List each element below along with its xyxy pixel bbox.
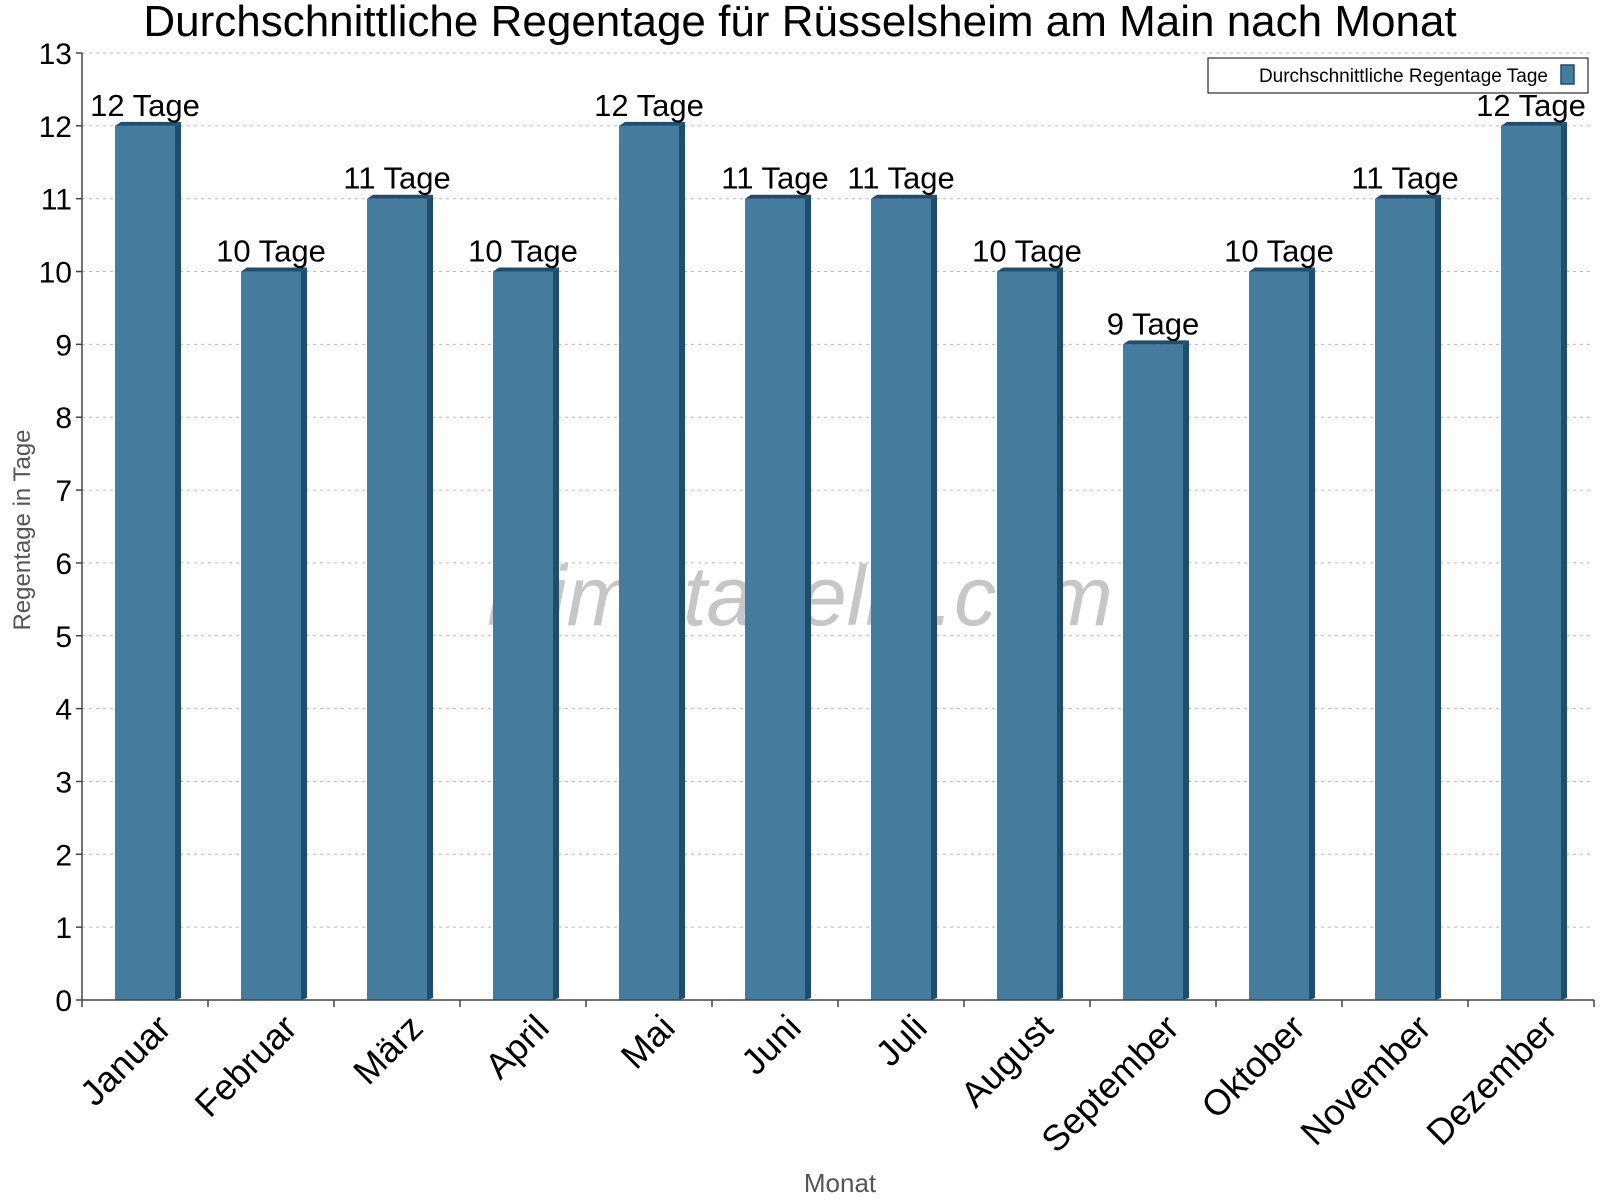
y-tick-label: 11 [41,184,72,217]
bar-side [301,267,307,1000]
x-tick-label: Januar [72,1007,179,1114]
data-label: 11 Tage [721,161,828,196]
bar-side [175,121,181,1001]
x-tick-labels: Januar Februar März April Mai Juni Juli AugustS… [72,1007,1565,1161]
bar [1249,271,1309,1000]
legend: Durchschnittliche Regentage Tage [1207,57,1589,94]
y-tick-label: 5 [55,621,72,654]
y-tick-label: 0 [55,985,72,1018]
data-label: 11 Tage [847,161,954,196]
bar-side [1561,121,1567,1001]
bar [241,271,301,1000]
x-tick-label: August [952,1007,1060,1115]
legend-label: Durchschnittliche Regentage Tage [1259,66,1548,87]
data-label: 9 Tage [1107,306,1200,341]
bar-side [805,194,811,1000]
grid-lines [82,52,1594,928]
bar [745,198,805,1000]
legend-swatch [1560,64,1575,85]
bar-top [493,267,559,272]
data-label: 10 Tage [468,234,578,269]
y-tick-label: 6 [55,548,72,581]
x-tick-label: Juni [733,1007,809,1083]
x-tick-label: November [1292,1007,1438,1153]
y-tick-label: 10 [39,257,72,290]
x-tick-label: April [477,1007,557,1087]
x-tick-label: Juli [867,1007,934,1074]
bar [493,271,553,1000]
bar [115,125,175,1001]
bar [1375,198,1435,1000]
y-axis-title: Regentage in Tage [9,429,36,630]
y-tick-label: 13 [39,38,72,71]
legend-box [1207,57,1589,94]
x-tick-label: Mai [613,1007,683,1077]
y-tick-label: 3 [55,766,72,799]
bars [115,121,1567,1001]
bar [1123,344,1183,1000]
bar-side [1183,340,1189,1000]
bar-side [931,194,937,1000]
bar-top [745,194,811,199]
y-tick-label: 1 [55,912,72,945]
bar-top [871,194,937,199]
bar-side [679,121,685,1001]
y-tick-label: 2 [55,839,72,872]
bar-top [619,121,685,126]
bar [367,198,427,1000]
data-label: 10 Tage [216,234,326,269]
x-tick-label: März [345,1007,431,1093]
bar-top [115,121,181,126]
x-tick-label: September [1033,1007,1187,1161]
bar-top [241,267,307,272]
bar-side [1057,267,1063,1000]
data-label: 12 Tage [1476,88,1586,123]
bar [997,271,1057,1000]
data-label: 11 Tage [343,161,450,196]
bar-top [1375,194,1441,199]
x-tick-label: Februar [187,1007,305,1125]
bar-side [553,267,559,1000]
bar-top [997,267,1063,272]
x-tick-label: Oktober [1193,1007,1313,1127]
bar-side [427,194,433,1000]
x-tick-label: Dezember [1418,1007,1564,1153]
y-tick-label: 8 [55,402,72,435]
bar-side [1309,267,1315,1000]
data-label: 12 Tage [594,88,704,123]
chart-title: Durchschnittliche Regentage für Rüsselsh… [143,0,1456,46]
y-tick-label: 7 [55,475,72,508]
bar [871,198,931,1000]
bar [619,125,679,1001]
data-label: 10 Tage [972,234,1082,269]
data-label: 11 Tage [1351,161,1458,196]
bar-side [1435,194,1441,1000]
data-labels: 12 Tage 10 Tage 11 Tage 10 Tage 12 Tage 11 Ta… [90,88,1586,342]
x-axis-title: Monat [804,1168,877,1198]
y-tick-label: 4 [55,694,72,727]
bar [1501,125,1561,1001]
y-tick-label: 9 [55,329,72,362]
bar-top [1249,267,1315,272]
data-label: 12 Tage [90,88,200,123]
bar-top [367,194,433,199]
axes [76,52,1595,1007]
y-tick-label: 12 [39,111,72,144]
bar-top [1501,121,1567,126]
bar-top [1123,340,1189,345]
data-label: 10 Tage [1224,234,1334,269]
